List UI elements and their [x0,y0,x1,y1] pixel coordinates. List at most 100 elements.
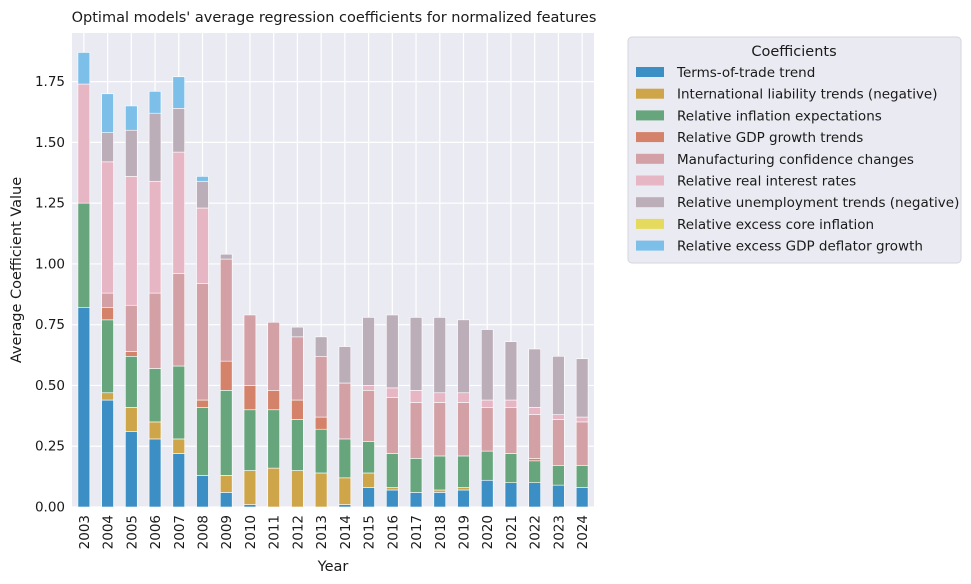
bar-segment [172,273,186,367]
bar-segment [219,360,233,391]
bar-segment [338,477,352,505]
bar-segment [480,407,494,452]
y-tick-label: 0.75 [35,317,65,333]
legend-items: Terms-of-trade trend International liabil… [636,65,959,255]
legend-box [627,36,962,264]
x-tick-label: 2003 [77,515,93,549]
legend-swatch [636,175,664,186]
bar-segment [125,355,138,408]
bar-segment [314,472,328,508]
bar-segment [386,487,399,491]
bar-segment [243,504,257,508]
bar-segment [291,470,304,508]
bar-segment [125,129,138,177]
bar-segment [125,304,138,352]
bar-segment [433,455,447,491]
bar-segment [267,390,280,411]
y-tick-label: 0.50 [35,378,65,394]
bar-segment [196,475,209,508]
bar-segment [219,258,233,362]
x-tick-label: 2008 [196,515,212,549]
bar-segment [172,108,186,153]
bar-segment [125,431,138,508]
legend-label: Relative GDP growth trends [677,130,863,146]
bar-segment [243,470,257,505]
x-tick-label: 2017 [409,515,425,549]
x-tick-label: 2013 [314,515,330,549]
bar-segment [480,399,494,408]
bar-segment [552,355,565,415]
bar-segment [314,428,328,474]
x-tick-label: 2005 [124,515,140,549]
y-tick-label: 1.00 [35,256,65,272]
bar-segment [386,453,399,488]
bar-segment [338,346,352,384]
y-axis-label: Average Coefficient Value [9,177,25,363]
bar-segment [101,292,114,308]
bar-segment [504,407,518,454]
bar-segment [552,465,565,486]
bar-segment [433,492,447,508]
bar-segment [243,409,257,471]
bar-segment [457,392,470,403]
bar-segment [504,399,518,408]
legend-title: Coefficients [751,44,836,60]
bar-segment [338,438,352,479]
bar-segment [504,453,518,483]
bar-segment [575,421,589,466]
x-tick-label: 2010 [243,515,259,549]
bar-segment [148,292,162,369]
bar-segment [172,151,186,274]
bar-segment [338,504,352,508]
bar-segment [552,484,565,508]
x-tick-label: 2004 [101,515,117,549]
legend-label: Relative inflation expectations [677,108,882,124]
bar-segment [409,402,423,459]
bar-segment [433,392,447,403]
bar-segment [552,419,565,466]
bar-segment [101,161,114,294]
bar-segment [457,455,470,488]
bar-segment [528,458,541,462]
bar-segment [243,314,257,386]
bar-segment [575,358,589,418]
bar-segment [433,489,447,493]
chart-title: Optimal models' average regression coeff… [72,10,597,26]
bar-segment [101,319,114,394]
bar-segment [196,407,209,476]
bar-segment [148,180,162,294]
x-axis-ticks: 2003 2004 2005 2006 2007 2008 2009 2010 2011 2012… [77,515,591,549]
bar-segment [219,253,233,260]
bar-segment [77,202,91,308]
bar-segment [219,390,233,476]
x-tick-label: 2012 [290,515,306,549]
bar-segment [338,382,352,440]
bar-segment [362,487,375,508]
bar-segment [552,414,565,420]
y-tick-label: 1.75 [35,74,65,90]
legend-swatch [636,132,664,143]
bar-segment [243,385,257,411]
x-tick-label: 2018 [433,515,449,549]
bar-segment [219,492,233,508]
bar-segment [291,419,304,471]
bar-segment [125,176,138,306]
y-tick-label: 1.25 [35,196,65,212]
bar-segment [386,489,399,508]
bar-segment [172,365,186,440]
legend-label: Terms-of-trade trend [676,65,815,81]
bar-segment [196,283,209,401]
bar-segment [196,180,209,209]
bar-segment [457,489,470,508]
legend-swatch [636,240,664,251]
legend-swatch [636,218,664,229]
bar-segment [480,450,494,481]
x-tick-label: 2015 [362,515,378,549]
bar-segment [148,112,162,182]
bar-segment [196,207,209,284]
bar-segment [480,329,494,401]
x-axis-label: Year [317,559,349,575]
bar-segment [196,176,209,182]
bar-segment [575,416,589,423]
legend-label: Relative real interest rates [677,174,856,190]
